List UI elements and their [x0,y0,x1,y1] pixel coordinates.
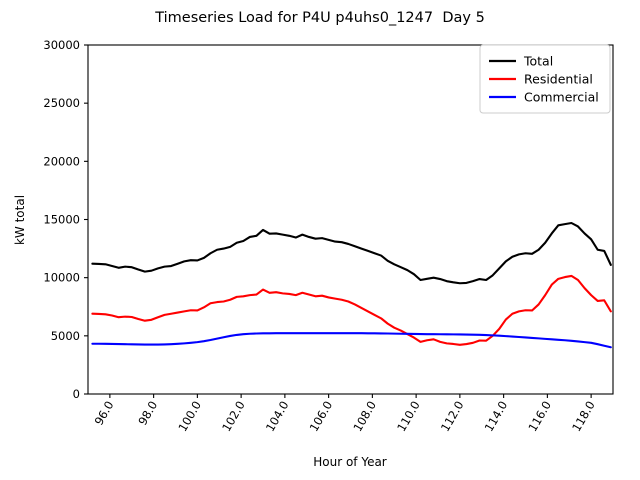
x-tick-label: 112.0 [438,399,467,435]
y-tick-label: 25000 [43,96,80,110]
y-tick-label: 15000 [43,213,80,227]
series-line-total [91,221,612,285]
x-tick-label: 98.0 [135,399,160,428]
x-tick-label: 118.0 [569,399,598,435]
legend-label-commercial: Commercial [524,90,599,105]
series-line-commercial [91,332,612,349]
y-tick-label: 0 [73,387,80,401]
x-tick-label: 108.0 [350,399,379,435]
series-line-residential [91,274,612,346]
x-axis: 96.0 98.0 100.0 102.0 104.0 106.0 108.0 110.0 11… [92,394,598,434]
x-tick-label: 110.0 [394,399,423,435]
x-tick-label: 114.0 [482,399,511,435]
x-tick-label: 116.0 [525,399,554,435]
x-tick-label: 102.0 [219,399,248,435]
data-series-group [91,221,612,349]
y-tick-label: 5000 [51,329,80,343]
chart-legend[interactable]: Total Residential Commercial [479,44,611,114]
y-tick-label: 20000 [43,154,80,168]
page-title: Timeseries Load for P4U p4uhs0_1247 Day … [155,10,485,26]
x-tick-label: 106.0 [307,399,336,435]
y-tick-label: 10000 [43,271,80,285]
y-axis-label: kW total [13,195,27,245]
x-tick-label: 96.0 [92,399,117,428]
y-axis: 0 5000 10000 15000 20000 25000 30000 [43,38,88,401]
x-tick-label: 100.0 [175,399,204,435]
legend-label-total: Total [523,54,553,69]
x-axis-label: Hour of Year [313,455,387,469]
y-tick-label: 30000 [43,38,80,52]
x-tick-label: 104.0 [263,399,292,435]
legend-label-residential: Residential [524,72,593,87]
